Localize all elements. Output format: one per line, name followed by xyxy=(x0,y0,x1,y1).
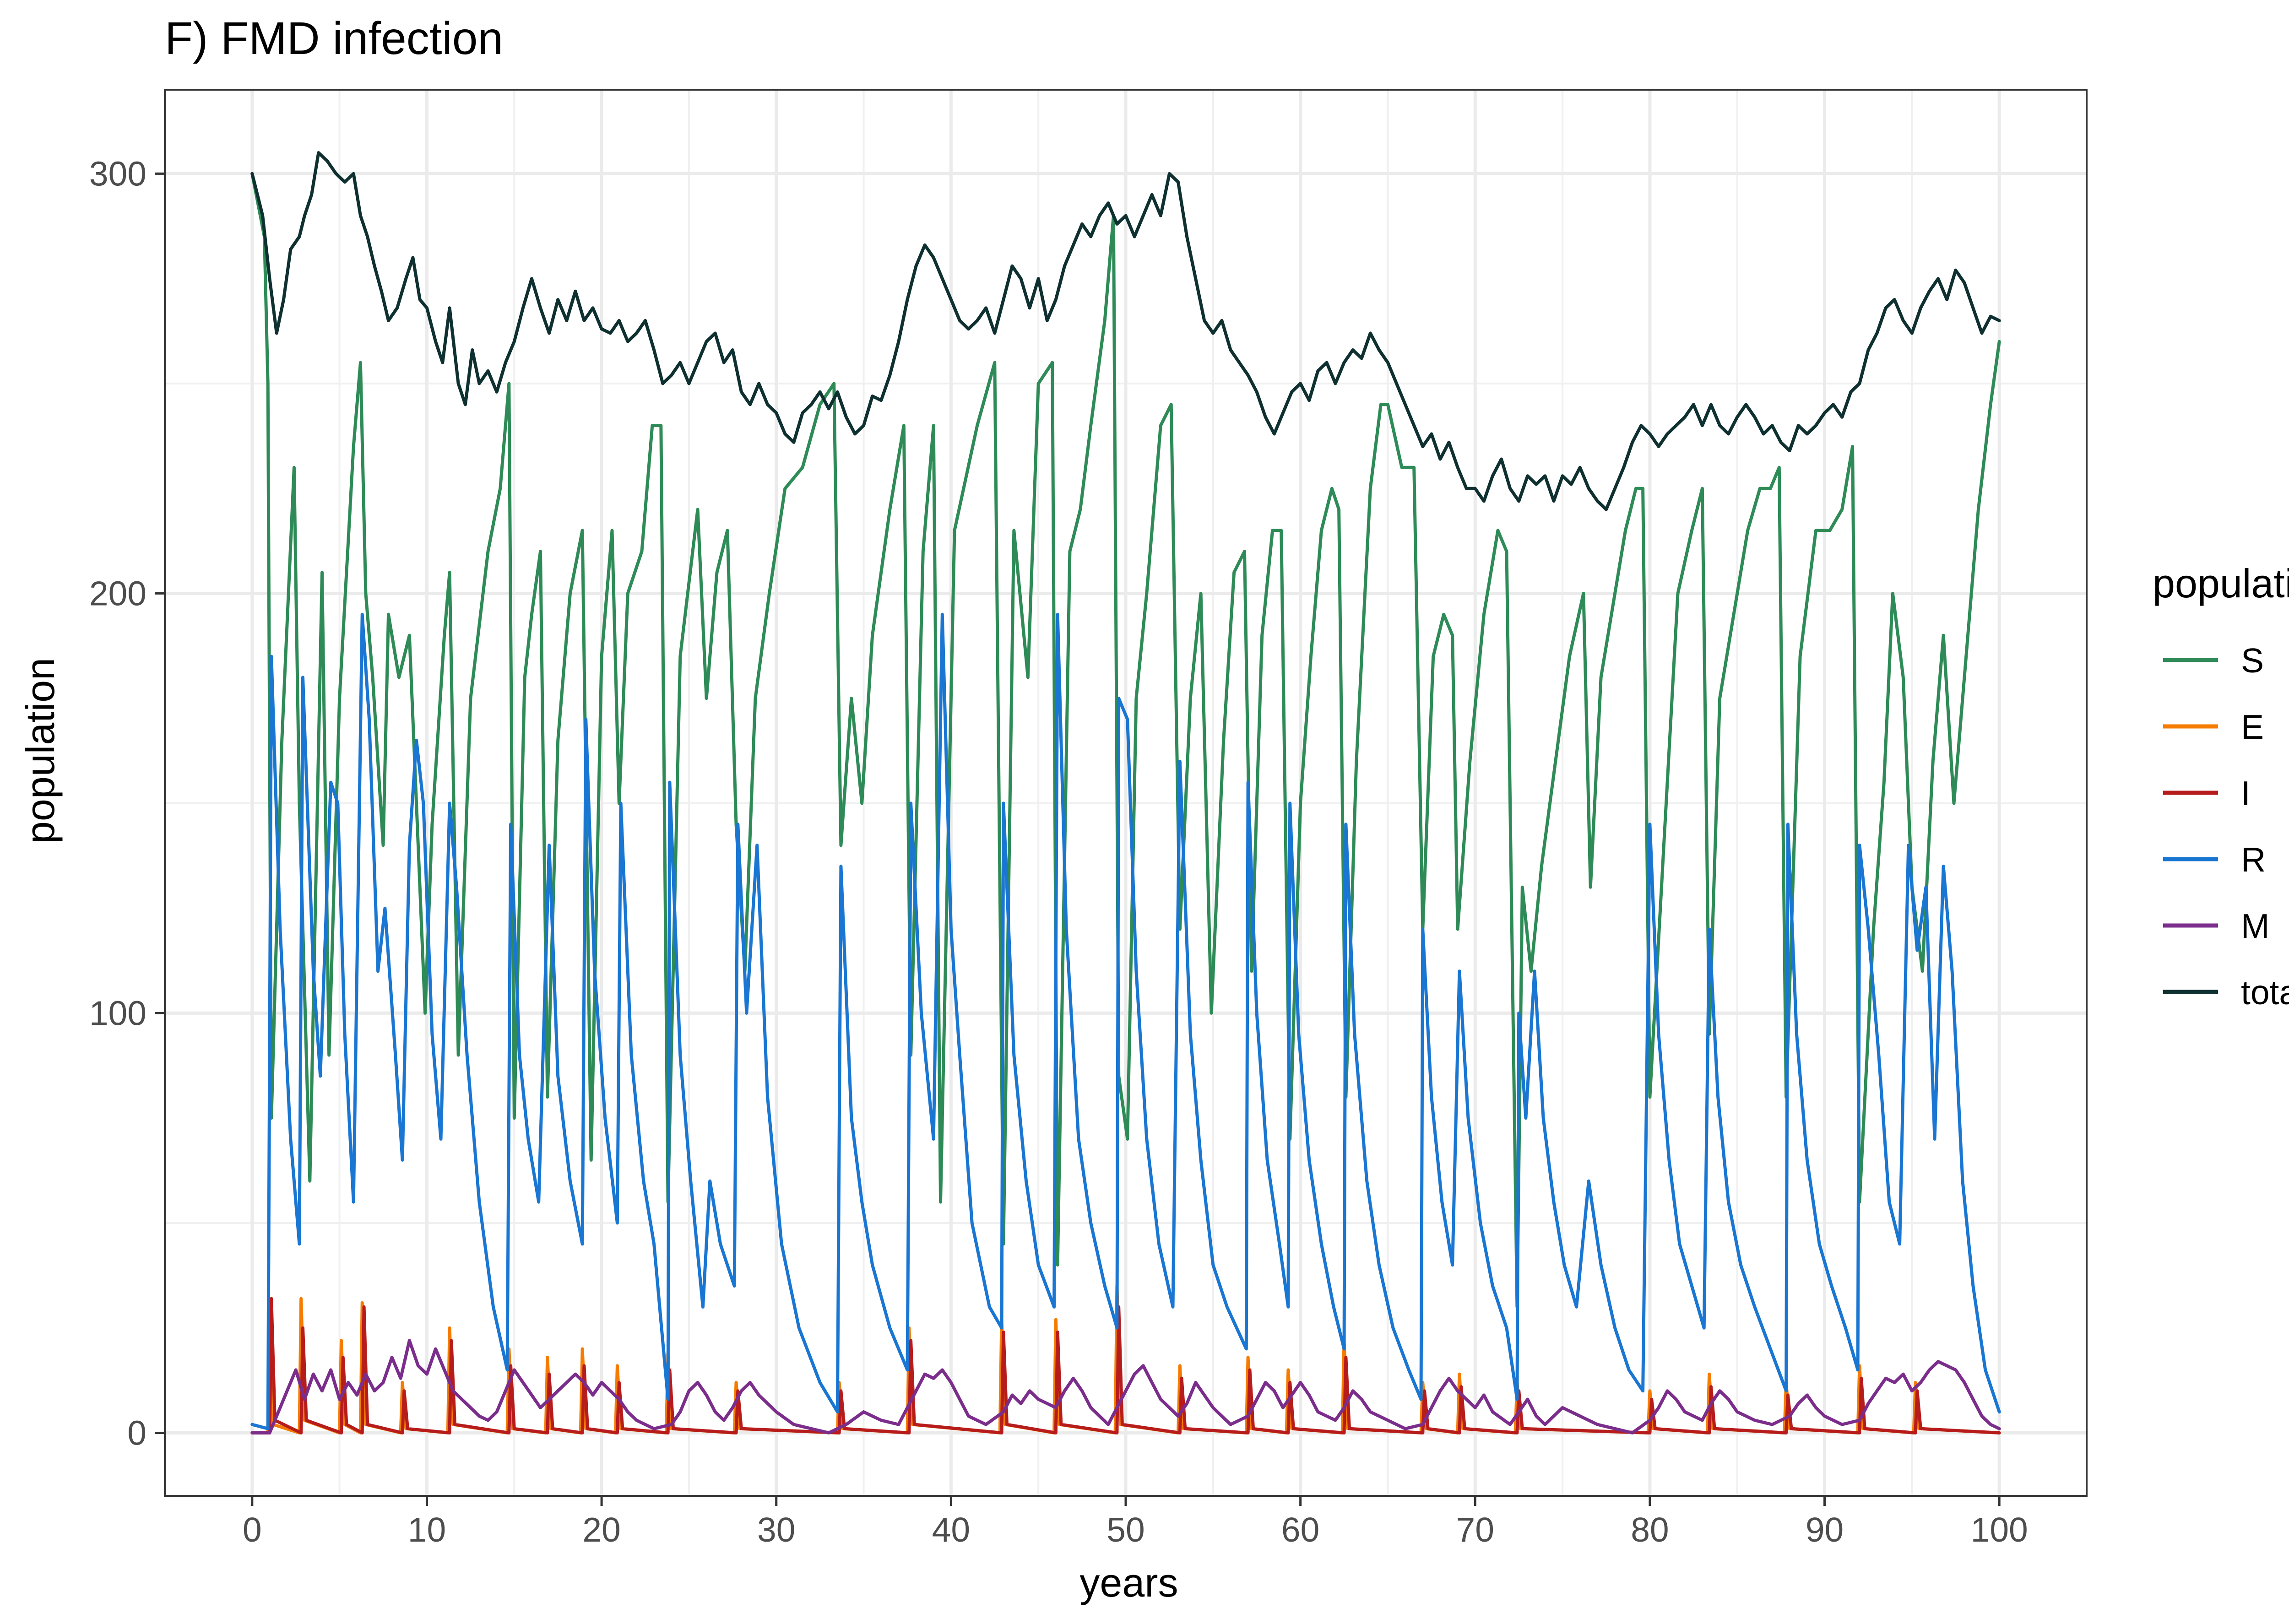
x-tick-label: 90 xyxy=(1806,1510,1844,1549)
legend: population SEIRMtotal xyxy=(2153,561,2289,1012)
y-tick-label: 0 xyxy=(127,1413,146,1452)
legend-title: population xyxy=(2153,561,2289,606)
y-tick-label: 100 xyxy=(89,994,146,1032)
legend-label-R: R xyxy=(2241,840,2266,879)
legend-label-total: total xyxy=(2241,973,2289,1012)
legend-label-E: E xyxy=(2241,708,2264,746)
x-tick-label: 20 xyxy=(582,1510,620,1549)
legend-label-I: I xyxy=(2241,774,2251,812)
chart-title: F) FMD infection xyxy=(165,13,503,64)
series-line-R xyxy=(250,612,2001,1430)
x-tick-label: 30 xyxy=(757,1510,795,1549)
x-tick-label: 80 xyxy=(1631,1510,1669,1549)
x-tick-label: 60 xyxy=(1281,1510,1319,1549)
x-tick-label: 0 xyxy=(243,1510,262,1549)
x-tick-label: 10 xyxy=(408,1510,446,1549)
series-line-M xyxy=(250,1339,2001,1435)
legend-label-S: S xyxy=(2241,641,2264,680)
x-tick-label: 50 xyxy=(1107,1510,1144,1549)
legend-label-M: M xyxy=(2241,907,2269,945)
series-line-total xyxy=(250,151,2001,511)
y-tick-label: 200 xyxy=(89,574,146,612)
x-tick-label: 100 xyxy=(1971,1510,2028,1549)
x-axis-title: years xyxy=(1079,1560,1178,1605)
y-tick-label: 300 xyxy=(89,154,146,193)
x-tick-label: 70 xyxy=(1456,1510,1494,1549)
x-tick-label: 40 xyxy=(932,1510,970,1549)
y-axis-title: population xyxy=(17,658,63,844)
plot-area: 0 10 20 30 40 50 60 70 80 90 100 0 100 200 300 xyxy=(89,89,2088,1549)
